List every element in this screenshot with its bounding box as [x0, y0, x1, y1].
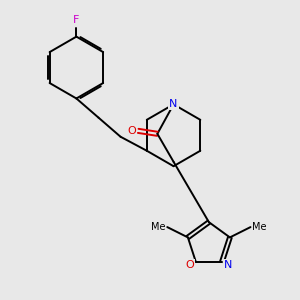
Text: N: N: [169, 99, 178, 110]
Text: Me: Me: [252, 222, 266, 232]
Text: Me: Me: [151, 222, 166, 232]
Text: F: F: [73, 15, 80, 26]
Text: O: O: [185, 260, 194, 270]
Text: N: N: [224, 260, 232, 270]
Text: O: O: [128, 126, 136, 136]
